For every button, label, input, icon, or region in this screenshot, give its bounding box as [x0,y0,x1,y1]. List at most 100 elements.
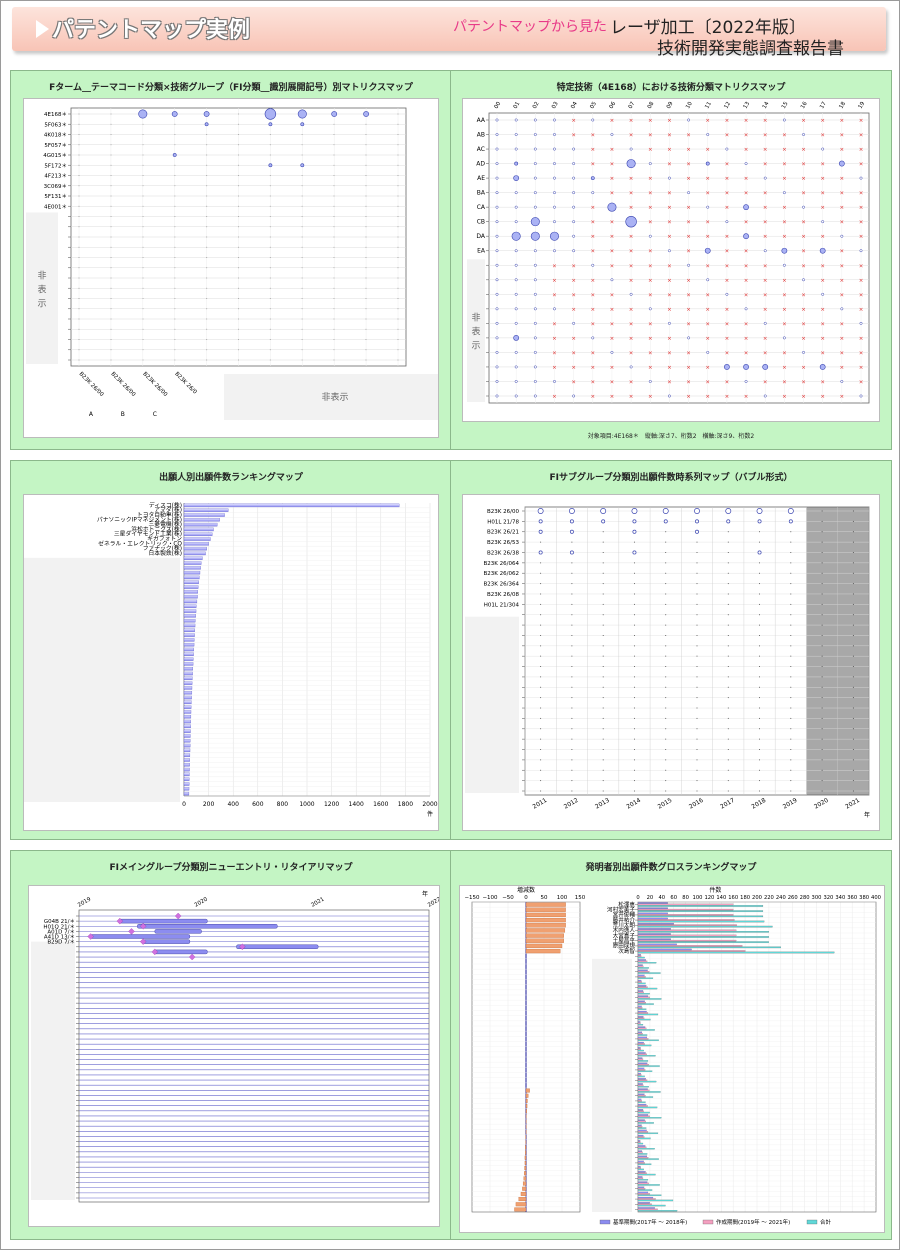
count-bar [637,1191,649,1194]
count-bar [637,1018,651,1021]
small-bubble [821,147,825,151]
empty-dot [696,593,698,595]
zero-mark: × [686,365,691,371]
diff-bar [522,1181,527,1186]
bar [183,657,194,661]
zero-mark: × [763,350,768,356]
empty-dot [696,562,698,564]
zero-mark: × [744,278,749,284]
empty-dot [821,520,823,522]
empty-dot [540,583,542,585]
bubble [632,550,637,555]
zero-mark: × [801,176,806,182]
small-bubble [687,263,691,267]
count-bar [637,1129,647,1132]
count-bar [637,1148,655,1150]
period-bar [137,924,278,929]
small-bubble [763,176,767,180]
x-tick-label: 2014 [625,797,642,811]
count-bar [637,1163,652,1165]
zero-mark: × [820,176,825,182]
count-bar [637,987,658,990]
x-tick-label: 03 [551,101,560,110]
count-bar [637,1110,644,1112]
hidden-label: 非 [37,269,46,281]
x-tick-label: 17 [819,101,828,110]
empty-dot [727,583,729,585]
count-bar [637,954,641,956]
y-tick-label: 三菱電機(株) [148,520,182,528]
zero-mark: × [840,278,845,284]
panel-tech-matrix: 特定技術（4E168）における技術分類マトリクスマップ 非表示 00 01 02 03 0… [450,70,892,450]
empty-dot [696,614,698,616]
bar [183,647,194,652]
diff-bar [520,1191,527,1196]
zero-mark: × [840,133,845,139]
hidden-region [592,958,632,1212]
bubble [762,364,769,370]
empty-dot [540,738,542,740]
small-bubble [763,249,767,253]
zero-mark: × [667,336,672,342]
count-bar [637,1157,649,1159]
empty-dot [821,572,823,574]
zero-mark: × [686,234,691,240]
count-bar [637,915,764,918]
empty-dot [790,759,792,761]
x-tick-label: 00 [494,101,503,110]
bar [183,570,201,575]
empty-dot [571,614,573,616]
bar [183,691,193,695]
entry-marker [139,938,147,945]
empty-dot [571,707,573,709]
small-bubble [591,263,595,267]
empty-dot [602,707,604,709]
count-bar [637,1188,646,1190]
zero-mark: × [667,350,672,356]
zero-mark: × [725,379,730,385]
count-bar [637,1080,657,1083]
zero-mark: × [725,176,730,182]
empty-dot [727,790,729,792]
hidden-label: 表 [471,326,480,338]
count-bar [637,1005,642,1008]
x-tick-label: 13 [743,101,752,110]
zero-mark: × [629,278,634,284]
count-bar [637,1194,662,1196]
y-tick-label: 原田成規 [613,942,636,950]
zero-mark: × [648,278,653,284]
right-axis-label: 件数 [709,886,721,894]
empty-dot [790,655,792,657]
empty-dot [821,603,823,605]
zero-mark: × [667,234,672,240]
count-bar [637,1124,642,1126]
count-bar [637,1074,642,1076]
empty-dot [540,572,542,574]
zero-mark: × [744,147,749,153]
count-bar [637,1132,659,1134]
count-bar [637,964,643,966]
zero-mark: × [859,205,864,211]
empty-dot [727,624,729,626]
empty-dot [790,614,792,616]
count-bar [637,979,642,982]
small-bubble [591,191,595,195]
zero-mark: × [648,220,653,226]
zero-mark: × [552,336,557,342]
bubble [363,111,369,117]
empty-dot [852,655,854,657]
zero-mark: × [705,220,710,226]
zero-mark: × [705,234,710,240]
period-bar [142,939,191,944]
empty-dot [821,686,823,688]
x-tick-label: 2020 [813,797,830,811]
zero-mark: × [763,234,768,240]
bubble [607,202,617,212]
small-bubble [495,118,499,122]
bubble [726,519,731,524]
empty-dot [571,593,573,595]
zero-mark: × [725,307,730,313]
empty-dot [821,738,823,740]
bubble [513,175,520,182]
count-bar [637,1199,674,1202]
